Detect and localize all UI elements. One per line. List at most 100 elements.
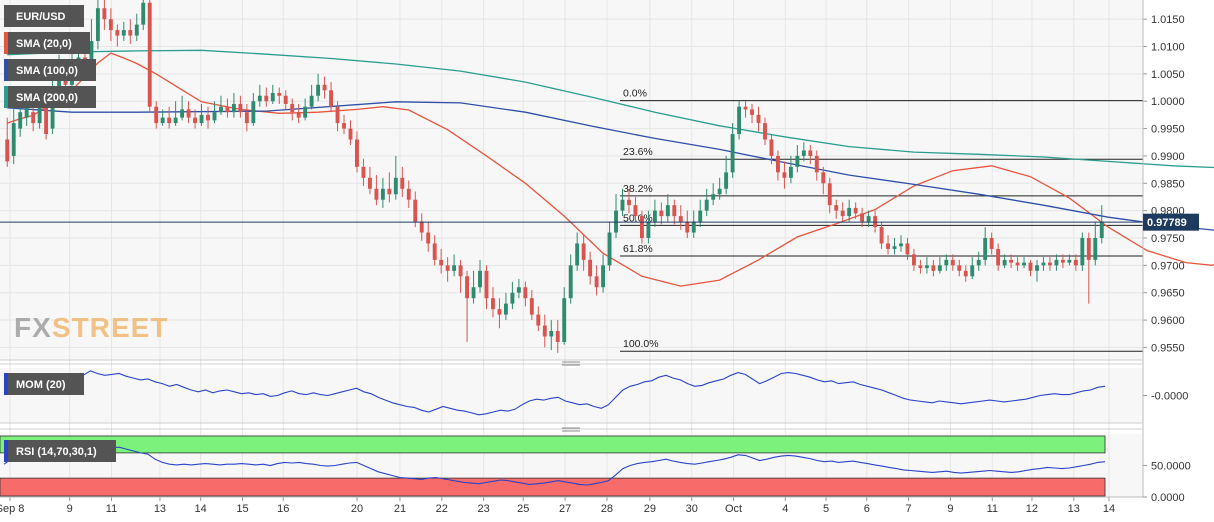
candle-body xyxy=(102,8,107,20)
candle-body xyxy=(419,221,424,233)
candle xyxy=(95,0,100,50)
candle-body xyxy=(37,106,42,124)
candle xyxy=(471,270,476,304)
candle-body xyxy=(685,221,690,233)
candle-body xyxy=(782,172,787,178)
candle xyxy=(782,161,787,189)
candle-body xyxy=(238,103,243,113)
x-tick-label: 14 xyxy=(195,503,207,515)
candle xyxy=(529,289,534,321)
candle xyxy=(743,101,748,118)
candle xyxy=(665,194,670,222)
candle-body xyxy=(147,2,152,107)
candle xyxy=(309,84,314,110)
legend-sma20-label: SMA (20,0) xyxy=(16,38,72,50)
candle-body xyxy=(1080,237,1085,266)
candle-body xyxy=(1022,262,1026,266)
fib-label: 0.0% xyxy=(623,88,647,100)
candle xyxy=(821,166,826,195)
candle xyxy=(775,150,780,181)
candle xyxy=(102,0,107,31)
candle-body xyxy=(594,276,599,288)
candle xyxy=(439,248,444,274)
rsi-y-tick-label: 50.0000 xyxy=(1151,461,1191,473)
candle-body xyxy=(639,216,644,238)
candle xyxy=(899,235,903,252)
panel-separator-2[interactable] xyxy=(0,427,1143,432)
candle xyxy=(348,120,353,145)
candle xyxy=(121,21,126,42)
candle xyxy=(329,82,334,113)
candle-body xyxy=(296,112,301,118)
candle-body xyxy=(620,199,625,211)
candle-body xyxy=(290,103,295,113)
candle xyxy=(536,306,541,332)
candle xyxy=(193,109,197,129)
candle xyxy=(303,98,308,121)
candle-body xyxy=(769,139,774,156)
legend-rsi[interactable]: RSI (14,70,30,1) xyxy=(4,440,116,462)
x-tick-label: 14 xyxy=(1103,503,1115,515)
legend-symbol[interactable]: EUR/USD xyxy=(4,5,84,27)
candle-body xyxy=(199,114,204,124)
fib-label: 23.6% xyxy=(623,146,653,158)
candle xyxy=(316,73,321,102)
candle-body xyxy=(1009,259,1014,263)
legend-sma100[interactable]: SMA (100,0) xyxy=(4,59,96,81)
candle-body xyxy=(387,188,392,195)
candle-body xyxy=(853,207,858,214)
candle xyxy=(238,95,243,118)
candle xyxy=(219,95,223,115)
candle xyxy=(342,114,346,135)
candle xyxy=(756,106,761,132)
x-tick-label: 12 xyxy=(1026,503,1038,515)
candle-body xyxy=(497,309,502,315)
candle-body xyxy=(821,172,826,184)
legend-sma20[interactable]: SMA (20,0) xyxy=(4,32,90,54)
candle xyxy=(115,24,120,47)
candle-body xyxy=(931,265,936,271)
candle-body xyxy=(704,199,709,211)
candle xyxy=(659,202,664,225)
candle xyxy=(950,254,955,271)
candle xyxy=(510,281,515,310)
candle xyxy=(458,259,463,293)
candle-body xyxy=(801,150,806,156)
candle xyxy=(924,257,929,274)
x-tick-label: 22 xyxy=(436,503,448,515)
candle xyxy=(905,237,910,260)
legend-mom[interactable]: MOM (20) xyxy=(4,373,84,395)
candle xyxy=(840,202,845,222)
candle xyxy=(834,199,839,219)
candle-body xyxy=(1086,237,1091,260)
candle-body xyxy=(355,139,359,167)
candle xyxy=(1035,259,1039,282)
candle xyxy=(173,101,178,126)
legend-sma20-swatch xyxy=(4,32,8,54)
legend-sma200[interactable]: SMA (200,0) xyxy=(4,86,96,108)
candle-body xyxy=(432,243,437,260)
candle-body xyxy=(795,155,800,167)
candle xyxy=(542,314,547,348)
x-tick-label: 21 xyxy=(394,503,406,515)
legend-sma200-swatch xyxy=(4,86,8,108)
panel-separator-1[interactable] xyxy=(0,361,1143,366)
candle xyxy=(445,257,450,282)
candle-body xyxy=(652,210,657,222)
candle xyxy=(11,106,16,165)
candle-body xyxy=(879,227,884,244)
candle xyxy=(225,98,230,118)
x-tick-label: 30 xyxy=(686,503,698,515)
candle xyxy=(426,221,431,252)
candle-body xyxy=(575,243,580,266)
x-tick-label: 23 xyxy=(478,503,490,515)
candle-body xyxy=(924,265,929,269)
candle xyxy=(970,257,975,280)
candle xyxy=(387,172,392,203)
candle-body xyxy=(335,106,340,124)
candle xyxy=(1002,254,1007,269)
y-tick-label: 1.0100 xyxy=(1151,42,1185,54)
candle xyxy=(555,320,560,353)
candle-body xyxy=(380,188,385,200)
